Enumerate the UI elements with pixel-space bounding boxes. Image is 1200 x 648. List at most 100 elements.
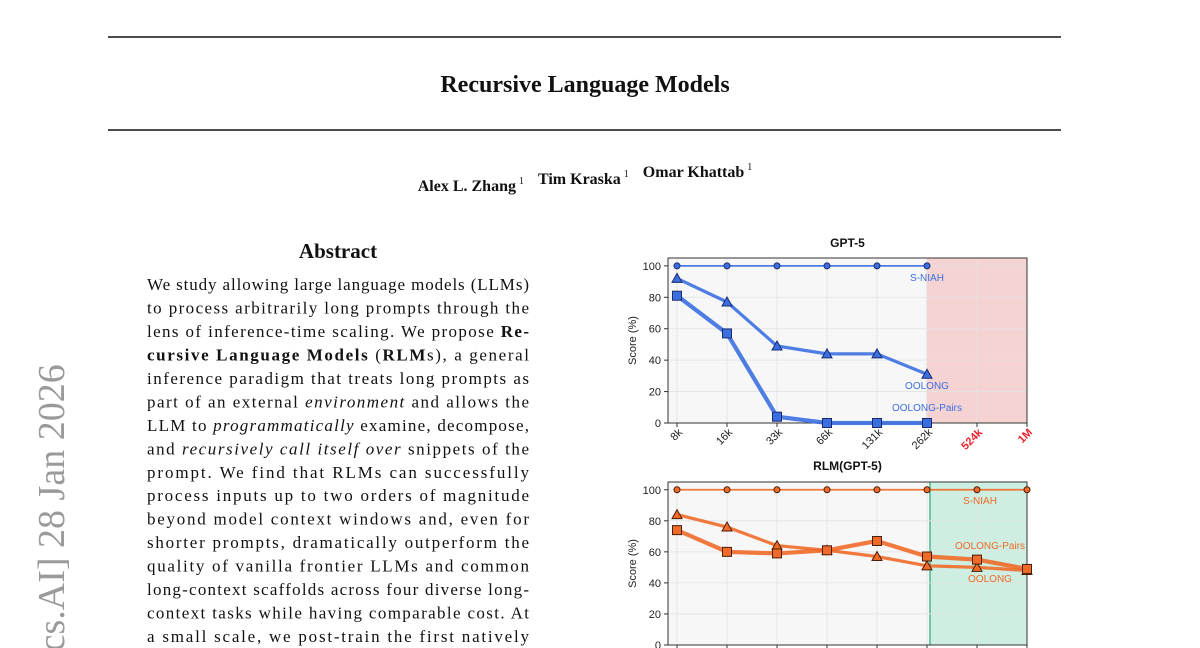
marker-triangle <box>971 561 983 572</box>
figure: 0 20 40 60 80 100 8k 16k 33k 66k 131k 262k 524k 1M GPT… <box>627 236 1035 648</box>
marker-triangle <box>871 550 883 562</box>
text-run: a small scale, we post-train the first n… <box>147 627 530 646</box>
abstract-line: long-context scaffolds across four diver… <box>147 580 529 599</box>
paper-title: Recursive Language Models <box>440 72 729 98</box>
author-name: Tim Kraska <box>538 171 621 188</box>
text-run: part of an external <box>147 392 304 411</box>
marker-square <box>672 290 682 301</box>
marker-circle <box>923 262 931 270</box>
abstract-heading: Abstract <box>299 239 377 263</box>
marker-circle <box>773 486 781 494</box>
chart-title: RLM(GPT-5) <box>813 459 882 473</box>
author-affiliation: 1 <box>519 176 524 187</box>
y-tick-label: 80 <box>649 292 661 304</box>
abstract-line: process inputs up to two orders of magni… <box>147 486 529 505</box>
text-run: shorter prompts, dramatically outperform… <box>147 533 529 552</box>
marker-circle <box>673 486 681 494</box>
marker-circle <box>1023 486 1031 494</box>
text-run: ( <box>369 345 381 364</box>
text-run: examine, decompose, <box>355 416 529 435</box>
marker-circle <box>873 486 881 494</box>
italic-run: recursively call itself over <box>182 439 401 458</box>
y-tick-label: 40 <box>649 578 661 590</box>
marker-square <box>672 525 682 536</box>
marker-triangle <box>921 368 933 379</box>
abstract-line: a small scale, we post-train the first n… <box>147 627 530 646</box>
chart: 0 20 40 60 80 100 RLM(GPT-5) Score (%) S-NIAH OOL… <box>627 459 1033 648</box>
text-run: quality of vanilla frontier LLMs and com… <box>147 557 530 576</box>
marker-triangle <box>671 272 683 283</box>
marker-circle <box>823 486 831 494</box>
marker-circle <box>973 486 981 494</box>
marker-square <box>822 545 832 556</box>
y-tick-label: 100 <box>643 261 661 273</box>
series-label: OOLONG <box>968 574 1012 585</box>
y-tick-label: 0 <box>655 640 661 648</box>
abstract-line: quality of vanilla frontier LLMs and com… <box>147 557 530 576</box>
text-run: snippets of the <box>402 439 529 458</box>
author-affiliation: 1 <box>747 162 752 173</box>
text-run: process inputs up to two orders of magni… <box>147 486 529 505</box>
bold-run: cursive Language Models <box>147 345 368 364</box>
abstract-line: We study allowing large language models … <box>147 275 529 294</box>
marker-square <box>772 548 782 559</box>
abstract-line: LLM to programmatically examine, decompo… <box>147 416 529 435</box>
text-run: to process arbitrarily long prompts thro… <box>147 298 529 317</box>
marker-square <box>872 535 882 546</box>
text-run: beyond model context windows and, even f… <box>147 510 529 529</box>
text-run: inference paradigm that treats long prom… <box>147 369 529 388</box>
marker-triangle <box>671 508 683 520</box>
series-line <box>676 528 1028 571</box>
marker-square <box>1022 563 1032 574</box>
marker-triangle <box>921 559 933 571</box>
abstract-line: inference paradigm that treats long prom… <box>147 369 529 388</box>
marker-square <box>822 418 832 428</box>
abstract-line: to process arbitrarily long prompts thro… <box>147 298 529 317</box>
text-run: long-context scaffolds across four diver… <box>147 580 529 599</box>
marker-triangle <box>721 520 733 532</box>
arxiv-stamp: [cs.AI] 28 Jan 2026 <box>31 364 73 648</box>
text-run: We study allowing large language models … <box>147 275 529 294</box>
y-tick-label: 20 <box>649 387 661 399</box>
series-line <box>676 276 928 376</box>
author-name: Alex L. Zhang <box>418 178 516 195</box>
y-tick-label: 60 <box>649 547 661 559</box>
chart-title: GPT-5 <box>830 236 865 250</box>
marker-triangle <box>871 347 883 359</box>
abstract-line: part of an external environment and allo… <box>147 392 529 411</box>
y-tick-label: 60 <box>649 324 661 336</box>
marker-square <box>972 554 982 565</box>
abstract-line: beyond model context windows and, even f… <box>147 510 529 529</box>
x-tick-label: 1M <box>1016 427 1035 446</box>
y-tick-label: 0 <box>655 418 661 430</box>
italic-run: environment <box>305 392 405 411</box>
marker-square <box>922 418 932 428</box>
abstract-line: shorter prompts, dramatically outperform… <box>147 533 529 552</box>
x-tick-label: 131k <box>860 426 886 452</box>
marker-square <box>722 546 732 557</box>
marker-triangle <box>821 347 833 359</box>
y-tick-label: 80 <box>649 516 661 528</box>
text-run: prompt. We find that RLMs can successful… <box>147 463 530 482</box>
series-label: OOLONG <box>905 381 949 392</box>
marker-triangle <box>771 339 783 351</box>
marker-square <box>722 328 732 339</box>
text-run: lens of inference-time scaling. We propo… <box>147 322 499 341</box>
text-run: and <box>147 439 180 458</box>
bold-run: Re- <box>501 322 530 341</box>
text-run: s), a general <box>427 345 529 364</box>
y-tick-label: 40 <box>649 355 661 367</box>
x-tick-label: 66k <box>814 426 835 447</box>
bold-run: RLM <box>382 345 425 364</box>
marker-circle <box>823 262 831 270</box>
marker-square <box>772 411 782 422</box>
marker-square <box>922 551 932 562</box>
author-name: Omar Khattab <box>643 164 745 181</box>
abstract-line: cursive Language Models (RLMs), a genera… <box>147 345 529 364</box>
marker-circle <box>723 262 731 270</box>
series-label: S-NIAH <box>910 273 944 284</box>
series-label: S-NIAH <box>963 496 997 507</box>
series-line <box>675 294 927 426</box>
abstract-line: context tasks while having comparable co… <box>147 604 529 623</box>
